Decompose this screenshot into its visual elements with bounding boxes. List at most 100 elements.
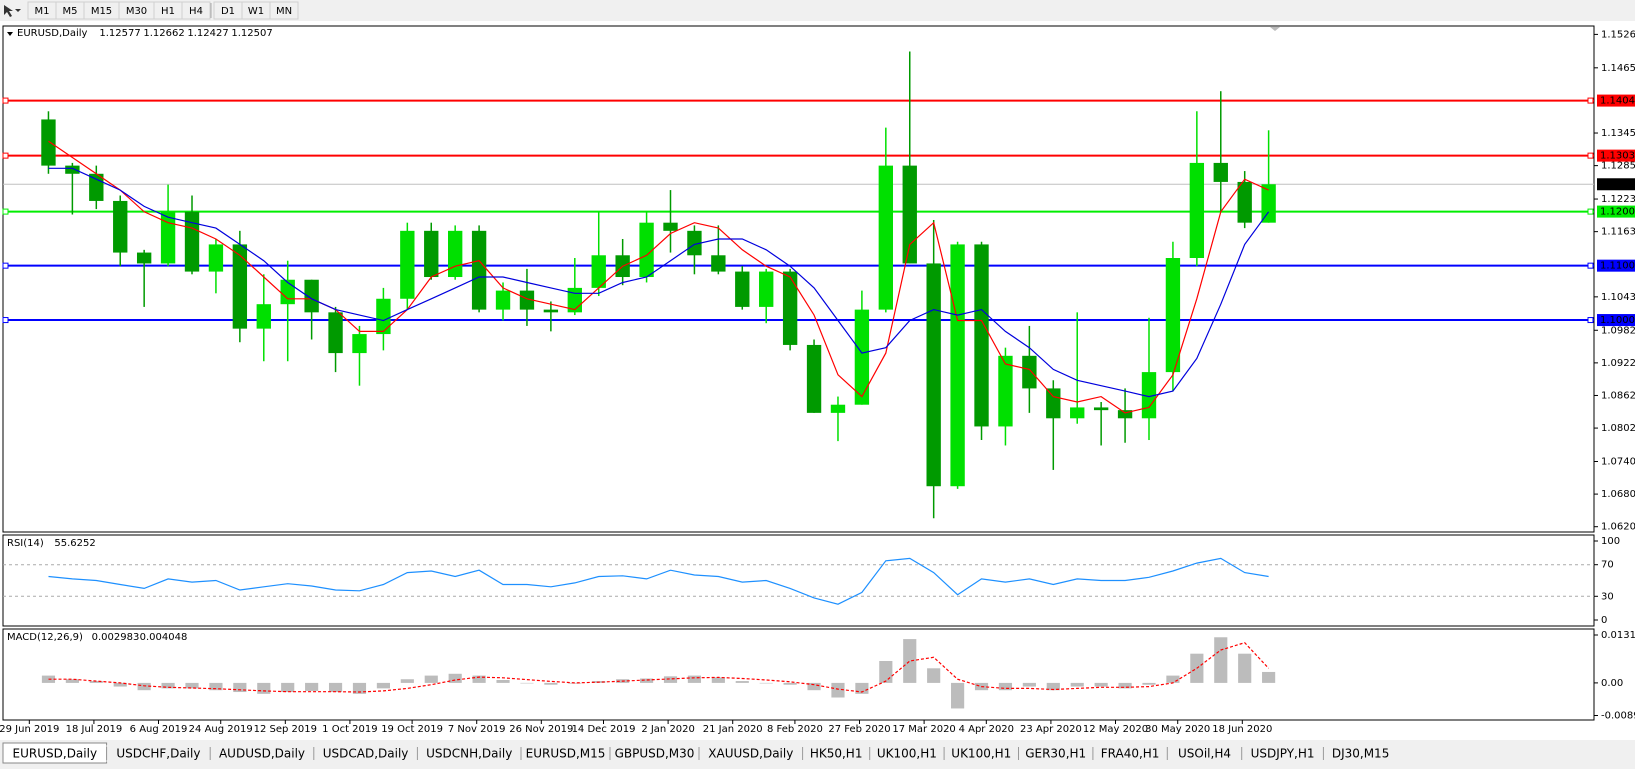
timeframe-button[interactable] bbox=[181, 1, 211, 20]
tab-label[interactable]: USOil,H4 bbox=[1178, 747, 1231, 761]
tab-label[interactable]: UK100,H1 bbox=[951, 747, 1011, 761]
ohlc-value: 1.12577 bbox=[99, 28, 140, 39]
y-tick-label: 0.013121 bbox=[1601, 630, 1635, 641]
tab[interactable] bbox=[417, 745, 521, 762]
x-tick-label: 18 Jun 2020 bbox=[1212, 724, 1272, 735]
macd-bar bbox=[1262, 671, 1276, 683]
timeframe-label[interactable]: M1 bbox=[35, 6, 50, 17]
tab[interactable] bbox=[106, 745, 211, 762]
tab-label[interactable]: AUDUSD,Daily bbox=[219, 747, 305, 761]
tab-label[interactable]: HK50,H1 bbox=[810, 747, 863, 761]
menu-triangle[interactable] bbox=[7, 32, 13, 36]
candle-body bbox=[448, 230, 463, 278]
macd-bar bbox=[400, 679, 414, 683]
x-tick-label: 18 Jul 2019 bbox=[66, 724, 123, 735]
x-tick-label: 12 May 2020 bbox=[1083, 724, 1148, 735]
tab[interactable] bbox=[1018, 745, 1093, 762]
cursor-icon[interactable] bbox=[4, 5, 13, 17]
timeframe-button[interactable] bbox=[269, 1, 299, 20]
level-tag bbox=[1597, 205, 1635, 218]
tab-label[interactable]: FRA40,H1 bbox=[1101, 747, 1160, 761]
tab[interactable] bbox=[802, 745, 870, 762]
chart-title: EURUSD,Daily bbox=[17, 28, 88, 39]
timeframe-label[interactable]: H4 bbox=[189, 6, 203, 17]
tab[interactable] bbox=[210, 745, 314, 762]
tab[interactable] bbox=[313, 745, 418, 762]
macd-bar bbox=[137, 682, 151, 691]
y-tick-label: 30 bbox=[1601, 591, 1614, 602]
timeframe-label[interactable]: M5 bbox=[63, 6, 78, 17]
x-tick-label: 8 Feb 2020 bbox=[767, 724, 823, 735]
candle-body bbox=[806, 344, 822, 413]
tab[interactable] bbox=[1092, 745, 1168, 762]
timeframe-label[interactable]: M15 bbox=[91, 6, 112, 17]
candle-body bbox=[735, 271, 750, 307]
timeframe-label[interactable]: W1 bbox=[248, 6, 264, 17]
macd-bar bbox=[1142, 682, 1156, 685]
tab[interactable] bbox=[610, 745, 699, 762]
timeframe-label[interactable]: H1 bbox=[161, 6, 175, 17]
tab-label[interactable]: UK100,H1 bbox=[877, 747, 937, 761]
candle-body bbox=[543, 309, 559, 313]
macd-bar bbox=[1022, 682, 1036, 687]
y-tick-label: 1.09820 bbox=[1601, 325, 1635, 336]
tab-label[interactable]: USDCHF,Daily bbox=[116, 747, 200, 761]
macd-bar bbox=[1046, 682, 1060, 691]
candle-body bbox=[998, 355, 1013, 427]
tab[interactable] bbox=[869, 745, 945, 762]
tab-label[interactable]: USDCNH,Daily bbox=[426, 747, 512, 761]
tab-label[interactable]: GER30,H1 bbox=[1025, 747, 1086, 761]
tab-label[interactable]: EURUSD,Daily bbox=[13, 747, 98, 761]
y-tick-label: 1.08620 bbox=[1601, 390, 1635, 401]
price-tag bbox=[1597, 178, 1635, 191]
tab[interactable] bbox=[1241, 745, 1324, 762]
candle-body bbox=[328, 312, 343, 354]
candle-body bbox=[782, 271, 798, 345]
timeframe-label[interactable]: D1 bbox=[221, 6, 235, 17]
dropdown-arrow[interactable] bbox=[15, 9, 21, 12]
level-handle[interactable] bbox=[2, 97, 9, 104]
candle-body bbox=[663, 222, 678, 231]
tab-label[interactable]: DJ30,M15 bbox=[1332, 747, 1390, 761]
candle-body bbox=[878, 165, 894, 310]
candle-body bbox=[759, 271, 774, 307]
level-handle[interactable] bbox=[1587, 317, 1594, 324]
level-handle[interactable] bbox=[2, 152, 9, 159]
tab-label[interactable]: GBPUSD,M30 bbox=[615, 747, 695, 761]
tab-label[interactable]: USDJPY,H1 bbox=[1251, 747, 1315, 761]
candle-body bbox=[519, 290, 535, 310]
tab[interactable] bbox=[1167, 745, 1242, 762]
tab-label[interactable]: XAUUSD,Daily bbox=[708, 747, 793, 761]
level-handle[interactable] bbox=[2, 208, 9, 215]
y-tick-label: 1.06205 bbox=[1601, 522, 1635, 533]
timeframe-label[interactable]: MN bbox=[276, 6, 292, 17]
candle-body bbox=[232, 244, 248, 329]
candle-body bbox=[639, 222, 654, 278]
level-handle[interactable] bbox=[1587, 97, 1594, 104]
y-tick-label: 1.09220 bbox=[1601, 358, 1635, 369]
level-handle[interactable] bbox=[2, 317, 9, 324]
y-tick-label: 1.14650 bbox=[1601, 63, 1635, 74]
level-handle[interactable] bbox=[1587, 262, 1594, 269]
shift-marker bbox=[1270, 27, 1280, 31]
tab[interactable] bbox=[1323, 745, 1398, 762]
timeframe-label[interactable]: M30 bbox=[126, 6, 147, 17]
macd-bar bbox=[520, 682, 534, 684]
tab-label[interactable]: USDCAD,Daily bbox=[323, 747, 409, 761]
candle-body bbox=[1093, 407, 1109, 411]
candle-body bbox=[208, 244, 224, 272]
tab[interactable] bbox=[944, 745, 1019, 762]
y-tick-label: 1.11635 bbox=[1601, 227, 1635, 238]
x-tick-label: 17 Mar 2020 bbox=[892, 724, 955, 735]
level-handle[interactable] bbox=[1587, 208, 1594, 215]
tab-label[interactable]: EURUSD,M15 bbox=[526, 747, 606, 761]
level-handle[interactable] bbox=[1587, 152, 1594, 159]
candle-body bbox=[974, 244, 989, 427]
ohlc-value: 1.12507 bbox=[231, 28, 272, 39]
macd-bar bbox=[1094, 682, 1108, 687]
tab[interactable] bbox=[699, 745, 803, 762]
candle-body bbox=[65, 165, 80, 174]
tab[interactable] bbox=[521, 745, 610, 762]
macd-bar bbox=[65, 679, 79, 683]
level-handle[interactable] bbox=[2, 262, 9, 269]
